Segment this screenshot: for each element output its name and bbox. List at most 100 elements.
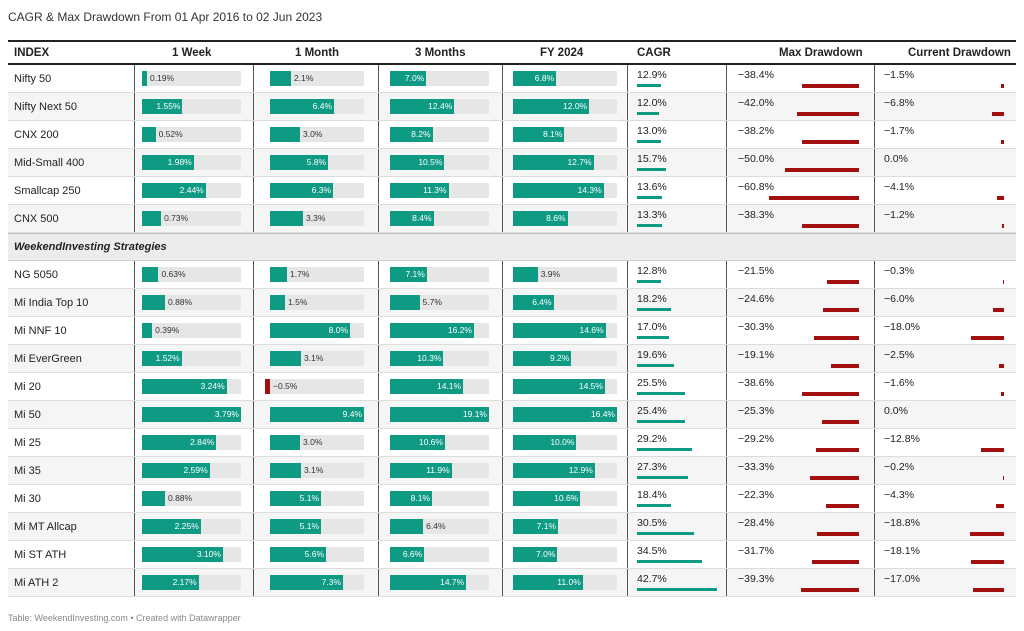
column-divider [378,401,379,428]
table-header: INDEX 1 Week 1 Month 3 Months FY 2024 CA… [8,40,1016,65]
column-divider [627,317,628,344]
column-divider [253,261,254,288]
row-name: NG 5050 [14,269,59,281]
return-bar [390,295,420,310]
return-bar [390,519,424,534]
max-drawdown-value: −50.0% [738,153,774,165]
bar-value-label: 6.3% [311,185,331,195]
return-bar [390,183,449,198]
bar-value-label: 5.6% [304,549,324,559]
bar-track: 8.6% [513,211,617,226]
return-bar [390,379,464,394]
table-body: Nifty 50 0.19% 2.1% 7.0% 6.8% 12.9% −38.4% −1.5… [8,65,1016,597]
bar-track: 7.3% [270,575,364,590]
return-bar [142,407,241,422]
column-divider [253,289,254,316]
current-drawdown-value: −4.1% [884,181,915,193]
return-bar [513,547,558,562]
bar-track: 3.79% [142,407,241,422]
return-bar [142,379,227,394]
max-drawdown-value: −39.3% [738,573,774,585]
bar-track: 10.5% [390,155,489,170]
column-divider [502,177,503,204]
bar-value-label: 10.5% [418,157,443,167]
section-label: WeekendInvesting Strategies [14,241,167,253]
column-divider [502,401,503,428]
bar-track: 12.0% [513,99,617,114]
bar-value-label: 2.44% [179,185,204,195]
max-drawdown-bar [815,448,859,452]
column-divider [502,289,503,316]
cagr-value: 25.5% [637,377,667,389]
bar-track: 1.98% [142,155,241,170]
cagr-bar [637,420,685,423]
bar-value-label: 12.9% [568,465,593,475]
bar-value-label: 6.8% [534,73,555,83]
bar-track: −0.5% [265,379,364,394]
cagr-value: 17.0% [637,321,667,333]
return-bar [142,211,162,226]
column-divider [874,121,875,148]
bar-value-label: 3.1% [304,465,324,475]
column-divider [502,485,503,512]
max-drawdown-bar [822,308,859,312]
table-row: Mi 20 3.24% −0.5% 14.1% 14.5% 25.5% −38.6% −1.6… [8,373,1016,401]
column-divider [253,457,254,484]
column-divider [378,513,379,540]
column-divider [378,373,379,400]
current-drawdown-value: −18.1% [884,545,920,557]
column-divider [253,121,254,148]
row-name: Mi 30 [14,493,41,505]
bar-track: 19.1% [390,407,489,422]
cagr-bar [637,532,695,535]
bar-track: 8.1% [390,491,489,506]
column-divider [874,429,875,456]
current-drawdown-bar [993,308,1004,312]
return-bar [142,575,199,590]
column-divider [726,65,727,92]
return-bar [270,127,300,142]
bar-track: 10.3% [390,351,489,366]
column-divider [874,289,875,316]
bar-track: 3.3% [270,211,364,226]
row-name: CNX 200 [14,129,59,141]
header-fy-2024: FY 2024 [540,47,584,59]
cagr-value: 19.6% [637,349,667,361]
return-bar [513,323,606,338]
column-divider [874,149,875,176]
column-divider [134,317,135,344]
table-footer: Table: WeekendInvesting.com • Created wi… [8,613,241,623]
column-divider [502,541,503,568]
table-row: Mi 30 0.88% 5.1% 8.1% 10.6% 18.4% −22.3% −4.3% [8,485,1016,513]
bar-value-label: 8.6% [546,213,566,223]
column-divider [502,513,503,540]
bar-value-label: 2.84% [190,437,215,447]
bar-value-label: 8.1% [543,129,563,139]
bar-track: 8.0% [270,323,364,338]
column-divider [874,541,875,568]
return-bar [270,351,301,366]
max-drawdown-value: −38.6% [738,377,774,389]
column-divider [134,65,135,92]
bar-track: 16.2% [390,323,489,338]
column-divider [378,541,379,568]
row-name: Nifty 50 [14,73,52,85]
row-name: Mi 20 [14,381,41,393]
bar-track: 12.7% [513,155,617,170]
cagr-bar [637,392,685,395]
return-bar [270,323,350,338]
bar-track: 0.88% [142,295,241,310]
return-bar [390,211,434,226]
section-header: WeekendInvesting Strategies [8,233,1016,261]
row-name: Mi EverGreen [14,353,82,365]
cagr-bar [637,588,717,591]
bar-value-label: 12.0% [563,101,588,111]
row-name: Mi ST ATH [14,549,67,561]
table-row: Smallcap 250 2.44% 6.3% 11.3% 14.3% 13.6% −60.… [8,177,1016,205]
bar-value-label: 7.0% [536,549,556,559]
current-drawdown-value: −18.8% [884,517,920,529]
bar-value-label: 5.7% [422,297,442,307]
return-bar [513,183,604,198]
column-divider [726,541,727,568]
cagr-value: 13.0% [637,125,667,137]
